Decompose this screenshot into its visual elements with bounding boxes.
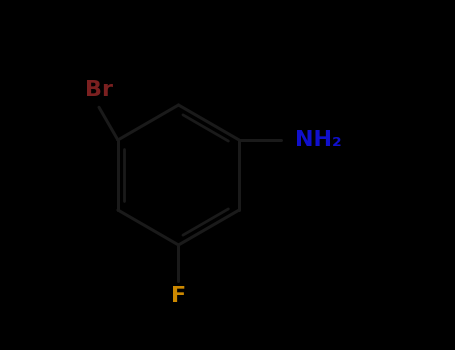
Text: F: F [171,286,186,306]
Text: Br: Br [85,80,113,100]
Text: NH₂: NH₂ [295,130,342,150]
